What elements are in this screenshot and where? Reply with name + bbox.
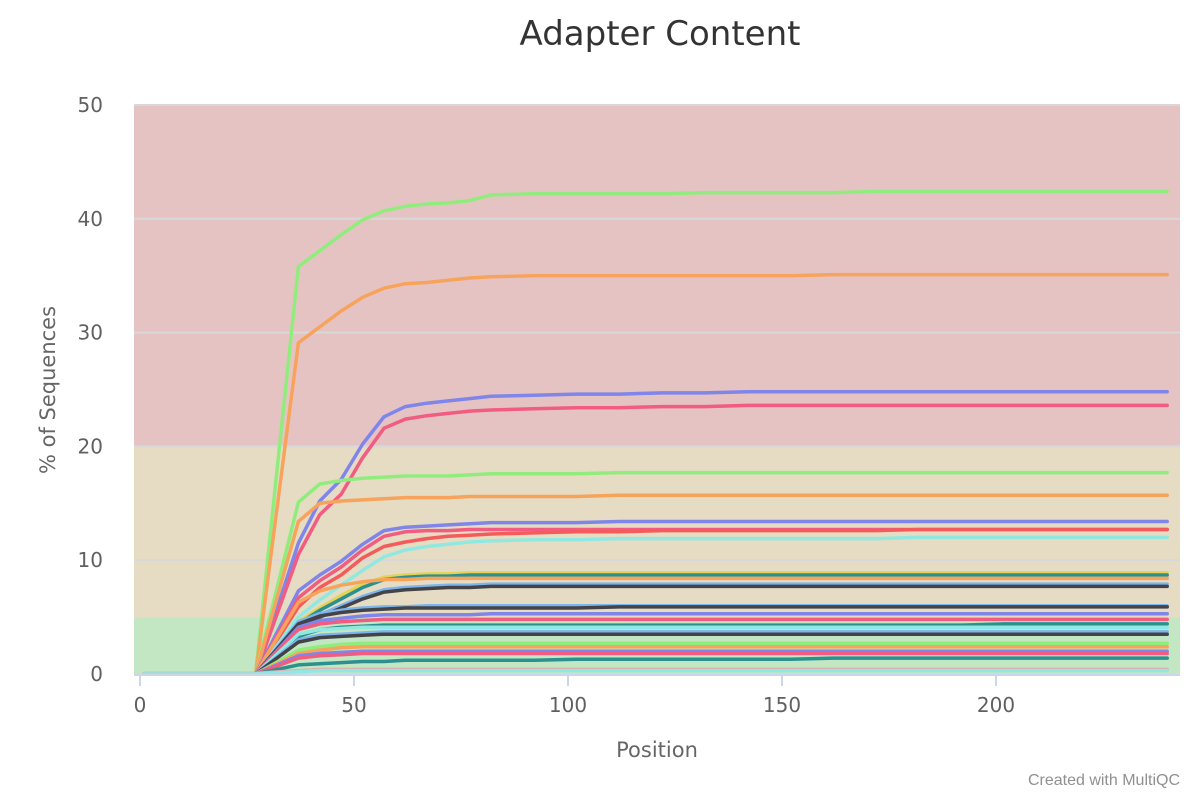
series-line-s7[interactable]	[142, 519, 1169, 676]
series-line-s19[interactable]	[142, 617, 1169, 676]
series-line-s3[interactable]	[142, 390, 1169, 676]
series-line-s6[interactable]	[142, 493, 1169, 676]
series-line-s2[interactable]	[142, 272, 1169, 676]
x-tick-label: 0	[134, 693, 147, 717]
y-tick-label: 10	[78, 548, 103, 572]
y-axis: 0 10 20 30 40 50	[78, 93, 103, 686]
series-line-s12[interactable]	[142, 573, 1169, 676]
series-lines[interactable]	[142, 189, 1169, 676]
series-line-s13[interactable]	[142, 576, 1169, 676]
series-line-s18[interactable]	[142, 611, 1169, 676]
multiqc-credit[interactable]: Created with MultiQC	[1027, 772, 1180, 789]
series-line-s27[interactable]	[142, 651, 1169, 676]
x-tick-label: 150	[763, 693, 801, 717]
y-tick-label: 40	[78, 207, 103, 231]
x-tick-label: 200	[977, 693, 1015, 717]
series-line-s4[interactable]	[142, 403, 1169, 676]
y-tick-label: 20	[78, 434, 103, 458]
x-axis-title: Position	[616, 738, 698, 762]
gridlines	[134, 104, 1180, 562]
y-tick-label: 30	[78, 321, 103, 345]
series-line-s23[interactable]	[142, 632, 1169, 676]
series-line-s21[interactable]	[142, 625, 1169, 676]
series-line-s26[interactable]	[142, 649, 1169, 676]
chart-title: Adapter Content	[519, 14, 801, 54]
series-line-s28[interactable]	[142, 656, 1169, 676]
series-line-s22[interactable]	[142, 630, 1169, 676]
y-axis-title: % of Sequences	[36, 306, 60, 474]
series-line-s15[interactable]	[142, 584, 1169, 676]
series-line-s30[interactable]	[142, 668, 1169, 676]
series-line-s24[interactable]	[142, 641, 1169, 676]
series-line-s14[interactable]	[142, 582, 1169, 676]
x-tick-label: 100	[549, 693, 587, 717]
series-line-s17[interactable]	[142, 605, 1169, 676]
series-line-s10[interactable]	[142, 527, 1169, 676]
series-line-s1[interactable]	[142, 189, 1169, 676]
x-axis: 0 50 100 150 200	[134, 674, 1180, 717]
series-line-s25[interactable]	[142, 644, 1169, 676]
series-line-s11[interactable]	[142, 535, 1169, 676]
series-line-s9[interactable]	[142, 570, 1169, 676]
series-line-s5[interactable]	[142, 470, 1169, 676]
y-tick-label: 50	[78, 93, 103, 117]
y-tick-label: 0	[90, 662, 103, 686]
x-tick-label: 50	[341, 693, 366, 717]
